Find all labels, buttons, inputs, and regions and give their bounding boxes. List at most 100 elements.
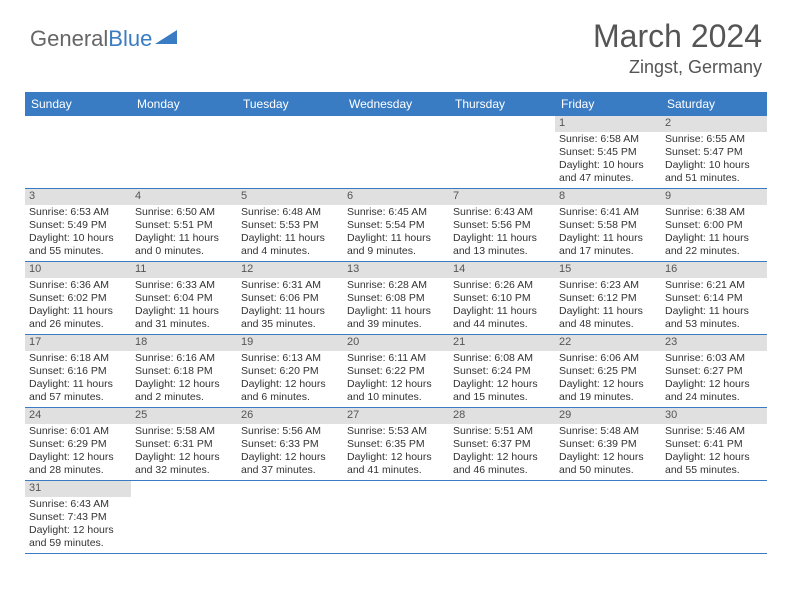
daylight: Daylight: 11 hours and 57 minutes. <box>29 378 127 404</box>
daylight: Daylight: 12 hours and 2 minutes. <box>135 378 233 404</box>
calendar-cell: 16Sunrise: 6:21 AMSunset: 6:14 PMDayligh… <box>661 262 767 334</box>
sunrise: Sunrise: 6:26 AM <box>453 279 551 292</box>
calendar-cell: 3Sunrise: 6:53 AMSunset: 5:49 PMDaylight… <box>25 189 131 261</box>
sunset: Sunset: 5:45 PM <box>559 146 657 159</box>
day-details: Sunrise: 6:03 AMSunset: 6:27 PMDaylight:… <box>661 351 767 407</box>
day-details: Sunrise: 6:38 AMSunset: 6:00 PMDaylight:… <box>661 205 767 261</box>
calendar-cell: 27Sunrise: 5:53 AMSunset: 6:35 PMDayligh… <box>343 408 449 480</box>
daylight: Daylight: 11 hours and 44 minutes. <box>453 305 551 331</box>
daylight: Daylight: 12 hours and 15 minutes. <box>453 378 551 404</box>
sunset: Sunset: 6:06 PM <box>241 292 339 305</box>
calendar-cell: 29Sunrise: 5:48 AMSunset: 6:39 PMDayligh… <box>555 408 661 480</box>
calendar-body: 1Sunrise: 6:58 AMSunset: 5:45 PMDaylight… <box>25 116 767 554</box>
day-number: 28 <box>449 408 555 424</box>
sunrise: Sunrise: 6:31 AM <box>241 279 339 292</box>
sunset: Sunset: 5:51 PM <box>135 219 233 232</box>
calendar-cell: 24Sunrise: 6:01 AMSunset: 6:29 PMDayligh… <box>25 408 131 480</box>
day-details: Sunrise: 6:06 AMSunset: 6:25 PMDaylight:… <box>555 351 661 407</box>
daylight: Daylight: 12 hours and 32 minutes. <box>135 451 233 477</box>
sunset: Sunset: 6:22 PM <box>347 365 445 378</box>
sunset: Sunset: 6:02 PM <box>29 292 127 305</box>
daylight: Daylight: 11 hours and 4 minutes. <box>241 232 339 258</box>
calendar-cell: 31Sunrise: 6:43 AMSunset: 7:43 PMDayligh… <box>25 481 131 553</box>
day-number: 4 <box>131 189 237 205</box>
day-details: Sunrise: 6:36 AMSunset: 6:02 PMDaylight:… <box>25 278 131 334</box>
sunrise: Sunrise: 6:06 AM <box>559 352 657 365</box>
calendar-cell: 11Sunrise: 6:33 AMSunset: 6:04 PMDayligh… <box>131 262 237 334</box>
day-number: 20 <box>343 335 449 351</box>
calendar-cell: 25Sunrise: 5:58 AMSunset: 6:31 PMDayligh… <box>131 408 237 480</box>
calendar-cell: 1Sunrise: 6:58 AMSunset: 5:45 PMDaylight… <box>555 116 661 188</box>
calendar-cell: 30Sunrise: 5:46 AMSunset: 6:41 PMDayligh… <box>661 408 767 480</box>
day-number: 23 <box>661 335 767 351</box>
sunrise: Sunrise: 6:11 AM <box>347 352 445 365</box>
weekday-tue: Tuesday <box>237 92 343 116</box>
sunrise: Sunrise: 5:56 AM <box>241 425 339 438</box>
daylight: Daylight: 12 hours and 37 minutes. <box>241 451 339 477</box>
day-details: Sunrise: 6:50 AMSunset: 5:51 PMDaylight:… <box>131 205 237 261</box>
day-details: Sunrise: 6:31 AMSunset: 6:06 PMDaylight:… <box>237 278 343 334</box>
daylight: Daylight: 12 hours and 55 minutes. <box>665 451 763 477</box>
sunrise: Sunrise: 6:23 AM <box>559 279 657 292</box>
weekday-sun: Sunday <box>25 92 131 116</box>
day-details: Sunrise: 6:45 AMSunset: 5:54 PMDaylight:… <box>343 205 449 261</box>
sunrise: Sunrise: 6:53 AM <box>29 206 127 219</box>
calendar-cell <box>237 116 343 188</box>
daylight: Daylight: 11 hours and 53 minutes. <box>665 305 763 331</box>
sunrise: Sunrise: 5:48 AM <box>559 425 657 438</box>
calendar-row: 10Sunrise: 6:36 AMSunset: 6:02 PMDayligh… <box>25 262 767 335</box>
sunrise: Sunrise: 6:03 AM <box>665 352 763 365</box>
day-details: Sunrise: 6:13 AMSunset: 6:20 PMDaylight:… <box>237 351 343 407</box>
sunset: Sunset: 6:35 PM <box>347 438 445 451</box>
day-details: Sunrise: 6:21 AMSunset: 6:14 PMDaylight:… <box>661 278 767 334</box>
sunset: Sunset: 6:14 PM <box>665 292 763 305</box>
day-details: Sunrise: 6:41 AMSunset: 5:58 PMDaylight:… <box>555 205 661 261</box>
daylight: Daylight: 11 hours and 26 minutes. <box>29 305 127 331</box>
calendar-row: 1Sunrise: 6:58 AMSunset: 5:45 PMDaylight… <box>25 116 767 189</box>
sunrise: Sunrise: 5:53 AM <box>347 425 445 438</box>
day-number: 21 <box>449 335 555 351</box>
daylight: Daylight: 11 hours and 31 minutes. <box>135 305 233 331</box>
daylight: Daylight: 10 hours and 51 minutes. <box>665 159 763 185</box>
weekday-mon: Monday <box>131 92 237 116</box>
daylight: Daylight: 12 hours and 28 minutes. <box>29 451 127 477</box>
sunrise: Sunrise: 6:08 AM <box>453 352 551 365</box>
daylight: Daylight: 12 hours and 50 minutes. <box>559 451 657 477</box>
sunset: Sunset: 5:54 PM <box>347 219 445 232</box>
day-details: Sunrise: 6:55 AMSunset: 5:47 PMDaylight:… <box>661 132 767 188</box>
page-title: March 2024 <box>593 18 762 55</box>
day-details: Sunrise: 6:43 AMSunset: 5:56 PMDaylight:… <box>449 205 555 261</box>
day-number: 30 <box>661 408 767 424</box>
day-number: 31 <box>25 481 131 497</box>
day-details: Sunrise: 6:08 AMSunset: 6:24 PMDaylight:… <box>449 351 555 407</box>
sunset: Sunset: 5:47 PM <box>665 146 763 159</box>
day-details: Sunrise: 6:28 AMSunset: 6:08 PMDaylight:… <box>343 278 449 334</box>
sunset: Sunset: 6:00 PM <box>665 219 763 232</box>
day-number: 2 <box>661 116 767 132</box>
sunrise: Sunrise: 6:43 AM <box>29 498 127 511</box>
calendar-cell <box>555 481 661 553</box>
day-number: 5 <box>237 189 343 205</box>
day-number: 25 <box>131 408 237 424</box>
calendar-cell: 6Sunrise: 6:45 AMSunset: 5:54 PMDaylight… <box>343 189 449 261</box>
title-block: March 2024 Zingst, Germany <box>593 18 762 78</box>
daylight: Daylight: 10 hours and 47 minutes. <box>559 159 657 185</box>
sunset: Sunset: 6:08 PM <box>347 292 445 305</box>
calendar-cell <box>25 116 131 188</box>
header: GeneralBlue March 2024 Zingst, Germany <box>0 0 792 86</box>
calendar-cell: 23Sunrise: 6:03 AMSunset: 6:27 PMDayligh… <box>661 335 767 407</box>
sunset: Sunset: 7:43 PM <box>29 511 127 524</box>
calendar-cell: 9Sunrise: 6:38 AMSunset: 6:00 PMDaylight… <box>661 189 767 261</box>
calendar-cell: 5Sunrise: 6:48 AMSunset: 5:53 PMDaylight… <box>237 189 343 261</box>
day-number: 11 <box>131 262 237 278</box>
daylight: Daylight: 11 hours and 39 minutes. <box>347 305 445 331</box>
logo-general: General <box>30 26 108 51</box>
calendar-cell: 7Sunrise: 6:43 AMSunset: 5:56 PMDaylight… <box>449 189 555 261</box>
sunset: Sunset: 6:29 PM <box>29 438 127 451</box>
sunset: Sunset: 6:16 PM <box>29 365 127 378</box>
sunset: Sunset: 6:25 PM <box>559 365 657 378</box>
calendar-cell <box>449 116 555 188</box>
sunrise: Sunrise: 5:46 AM <box>665 425 763 438</box>
calendar-row: 3Sunrise: 6:53 AMSunset: 5:49 PMDaylight… <box>25 189 767 262</box>
sunset: Sunset: 6:12 PM <box>559 292 657 305</box>
